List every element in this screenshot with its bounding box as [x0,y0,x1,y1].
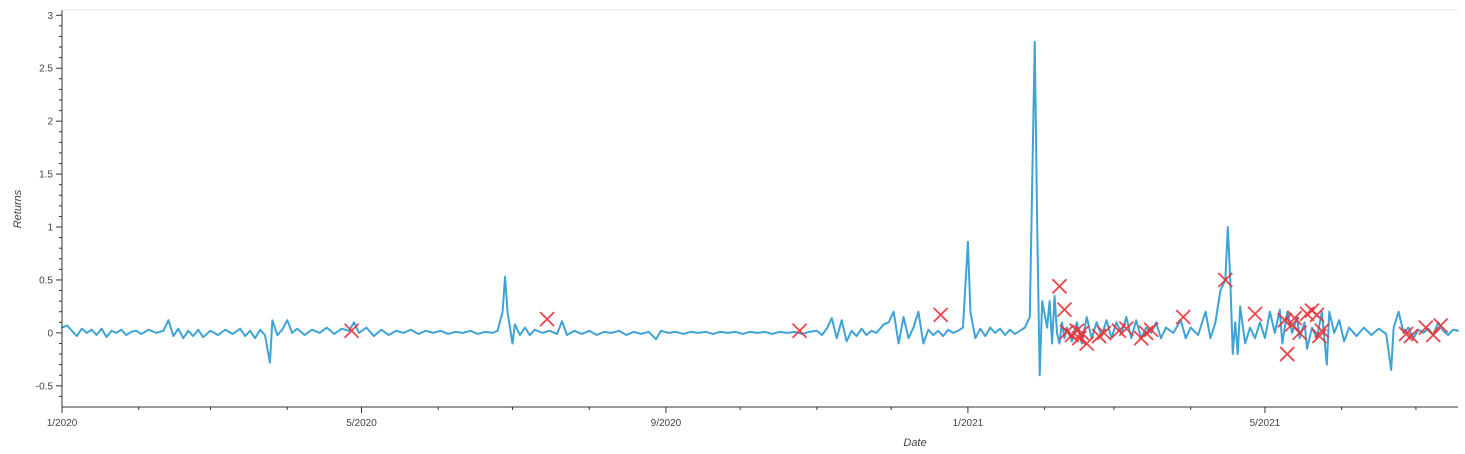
plot-marks [61,40,1459,377]
x-marker [539,311,555,327]
x-marker [1118,321,1134,337]
x-marker [1247,306,1263,322]
x-marker [1071,330,1087,346]
y-tick-label: -0.5 [36,381,54,392]
x-marker [1311,328,1328,344]
x-tick-label: 9/2020 [651,418,682,429]
y-tick-label: 2 [47,117,53,128]
x-ticks: 1/2020 5/2020 9/2020 1/2021 5/2021 [47,407,1417,429]
x-marker [1096,325,1112,341]
x-marker [933,307,949,323]
y-tick-label: 0.5 [39,275,53,286]
x-marker [1074,325,1090,341]
x-marker [1314,323,1330,339]
x-marker [1425,327,1441,343]
x-marker [1433,317,1449,334]
y-tick-label: 2.5 [39,64,53,75]
y-tick-label: 1.5 [39,170,53,181]
x-marker [1079,335,1095,352]
y-ticks: -0.5 0 0.5 1 1.5 2 2.5 3 [36,11,62,397]
x-marker [343,323,360,339]
x-marker [1291,325,1308,341]
scatter-markers [343,272,1449,362]
x-marker [1277,312,1293,328]
y-tick-label: 3 [47,11,53,22]
y-tick-label: 1 [47,223,53,234]
x-axis-title: Date [903,437,926,449]
x-marker [791,323,808,339]
axes: 1/2020 5/2020 9/2020 1/2021 5/2021 -0.5 0 0.5 1… [36,9,1458,429]
x-marker [1056,301,1073,318]
x-tick-label: 5/2021 [1250,418,1281,429]
x-tick-label: 5/2020 [346,418,377,429]
x-marker [1398,326,1414,342]
returns-line [61,40,1459,377]
x-marker [1279,346,1295,362]
x-tick-label: 1/2020 [47,418,78,429]
x-marker [1287,310,1303,326]
x-marker [1143,322,1159,338]
x-marker [1309,307,1325,323]
x-marker [1051,278,1068,294]
x-marker [1175,309,1191,325]
x-marker [1217,272,1233,288]
x-tick-label: 1/2021 [953,418,984,429]
y-tick-label: 0 [47,328,53,339]
y-axis-title: Returns [12,189,24,228]
x-marker [1403,328,1419,344]
